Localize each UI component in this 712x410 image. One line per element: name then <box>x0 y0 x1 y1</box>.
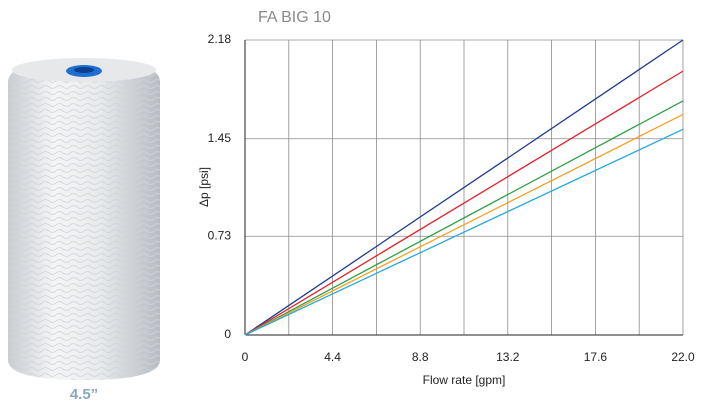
chart-title: FA BIG 10 <box>258 9 331 26</box>
product-label: 4.5” <box>70 386 98 403</box>
series-line <box>244 100 684 336</box>
x-tick-label: 17.6 <box>584 350 608 364</box>
series-line <box>244 128 684 336</box>
plot: 0 0.73 1.45 2.18 0 4.4 8.8 13.2 17.6 22.0 <box>208 32 695 364</box>
series-line <box>244 113 684 336</box>
y-tick-label: 0.73 <box>208 228 232 242</box>
y-tick-label: 2.18 <box>208 32 232 46</box>
y-axis-label: Δp [psi] <box>197 167 211 207</box>
y-tick-label: 1.45 <box>208 131 232 145</box>
filter-image <box>8 58 160 380</box>
series-line <box>244 39 684 336</box>
x-tick-label: 4.4 <box>324 350 341 364</box>
x-tick-label: 22.0 <box>671 350 695 364</box>
series-line <box>244 70 684 336</box>
x-tick-label: 0 <box>242 350 249 364</box>
y-tick-label: 0 <box>224 327 231 341</box>
x-axis-label: Flow rate [gpm] <box>423 373 506 387</box>
x-tick-label: 13.2 <box>496 350 520 364</box>
x-tick-label: 8.8 <box>412 350 429 364</box>
